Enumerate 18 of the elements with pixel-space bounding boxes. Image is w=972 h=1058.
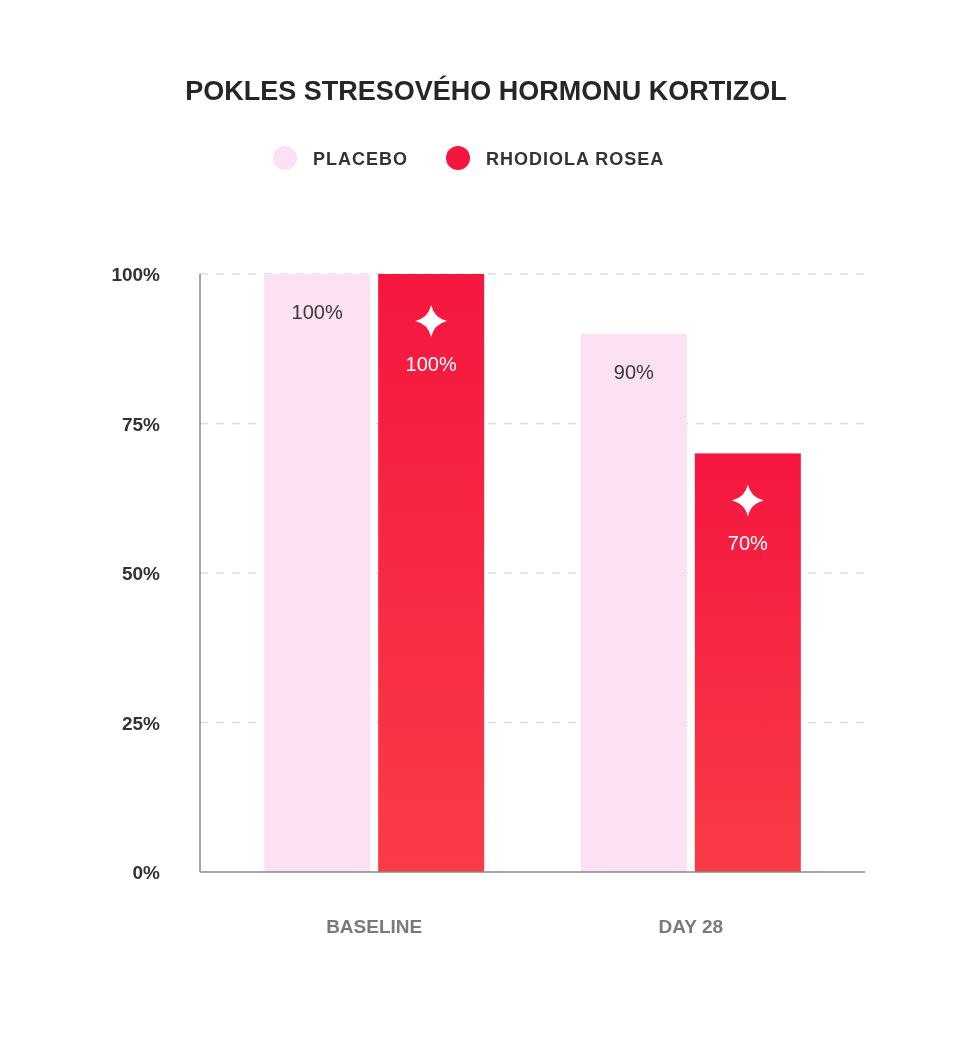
bar: [694, 453, 801, 872]
data-label: 100%: [291, 301, 343, 323]
data-label: 90%: [613, 360, 655, 383]
y-tick-label: 75%: [121, 413, 161, 435]
y-tick-label: 100%: [111, 264, 161, 285]
x-tick-label: DAY 28: [658, 916, 724, 937]
y-tick-label: 25%: [121, 712, 161, 734]
y-tick-label: 0%: [132, 862, 161, 883]
bar: [580, 333, 687, 872]
x-tick-label: BASELINE: [326, 916, 423, 937]
bar: [378, 274, 485, 872]
data-label: 70%: [727, 532, 769, 555]
y-tick-label: 50%: [121, 563, 161, 584]
legend-label: RHODIOLA ROSEA: [486, 149, 665, 169]
data-label: 100%: [405, 353, 457, 375]
legend-label: PLACEBO: [313, 149, 409, 169]
chart-title: POKLES STRESOVÉHO HORMONU KORTIZOL: [185, 75, 787, 106]
bar: [264, 274, 371, 872]
